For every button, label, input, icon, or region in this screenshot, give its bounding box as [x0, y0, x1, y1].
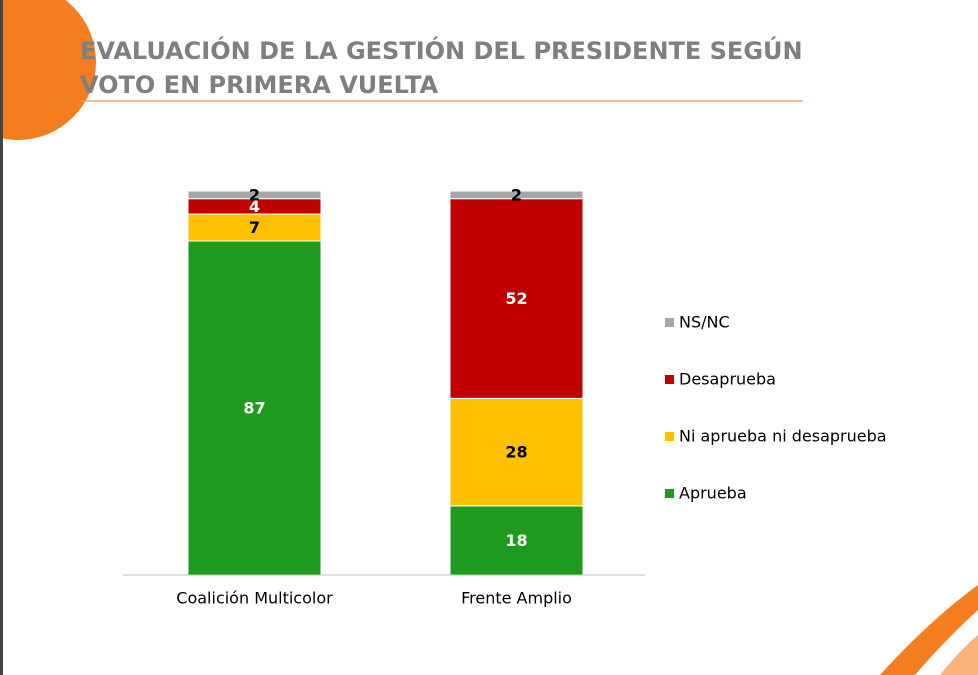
legend-swatch	[665, 375, 674, 384]
data-label: 2	[249, 185, 260, 204]
data-label: 87	[243, 398, 265, 417]
data-label: 2	[511, 185, 522, 204]
legend-label: Desaprueba	[679, 370, 776, 389]
bar-segment	[187, 213, 322, 242]
legend-label: Ni aprueba ni desaprueba	[679, 427, 887, 446]
decor-swoosh	[880, 585, 978, 675]
legend-swatch	[665, 318, 674, 327]
bar-segment	[187, 240, 322, 576]
data-label: 18	[505, 531, 527, 550]
bar-segment	[449, 190, 584, 200]
legend-swatch	[665, 489, 674, 498]
decor-circle	[0, 0, 96, 140]
data-label: 52	[505, 289, 527, 308]
legend-label: NS/NC	[679, 313, 730, 332]
legend-label: Aprueba	[679, 484, 747, 503]
decor-border	[0, 0, 3, 675]
decor-swoosh	[940, 635, 978, 675]
bar-segment	[187, 190, 322, 200]
bar-segment	[449, 397, 584, 507]
x-tick-label: Frente Amplio	[461, 589, 572, 608]
chart-title: EVALUACIÓN DE LA GESTIÓN DEL PRESIDENTE …	[80, 37, 803, 99]
legend-swatch	[665, 432, 674, 441]
data-label: 28	[505, 443, 527, 462]
x-tick-label: Coalición Multicolor	[176, 589, 333, 608]
data-label: 4	[249, 197, 260, 216]
bar-segment	[449, 505, 584, 576]
data-label: 7	[249, 218, 260, 237]
